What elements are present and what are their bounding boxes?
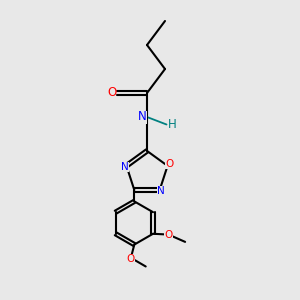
Text: N: N bbox=[157, 187, 165, 196]
Text: H: H bbox=[167, 118, 176, 131]
Text: O: O bbox=[164, 230, 173, 240]
Text: N: N bbox=[138, 110, 147, 124]
Text: O: O bbox=[127, 254, 135, 264]
Text: O: O bbox=[165, 159, 173, 169]
Text: O: O bbox=[107, 86, 116, 100]
Text: N: N bbox=[121, 162, 129, 172]
